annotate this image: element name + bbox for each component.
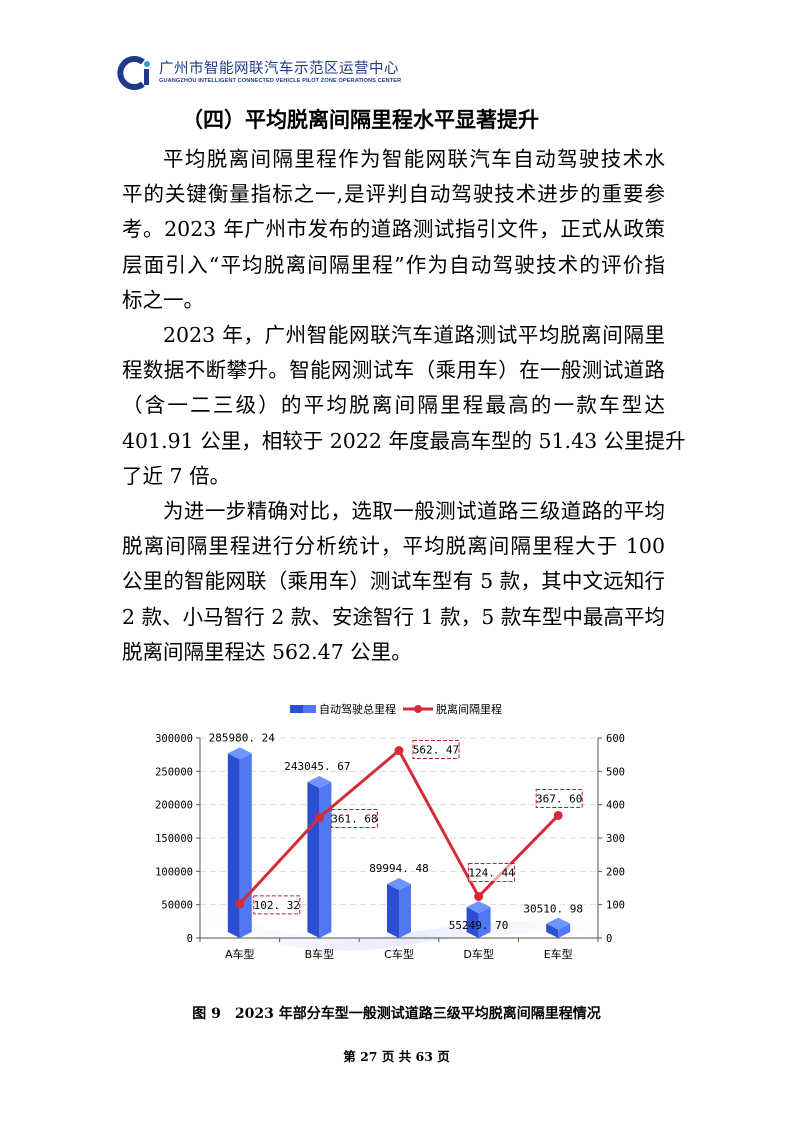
right-axis-tick-label: 400 [606, 800, 625, 812]
text-line: 2 款、小马智行 2 款、安途智行 1 款，5 款车型中最高平均 [122, 604, 665, 629]
bar-left-face [387, 884, 399, 938]
bar-value-label: 243045. 67 [284, 760, 350, 773]
x-axis-category-label: E车型 [544, 947, 573, 961]
left-axis-tick-label: 300000 [155, 733, 193, 745]
line-value-label: 361. 68 [331, 812, 377, 825]
x-axis-category-label: C车型 [384, 947, 414, 961]
paragraph: 平均脱离间隔里程作为智能网联汽车自动驾驶技术水平的关键衡量指标之一,是评判自动驾… [122, 142, 665, 318]
x-axis-category-label: B车型 [305, 947, 335, 961]
chart: 0 50000 100000 150000 200000 250000 300000 0 100… [155, 702, 625, 961]
text-line: 脱离间隔里程进行分析统计，平均脱离间隔里程大于 100 [122, 534, 665, 559]
line-value-label: 562. 47 [413, 744, 459, 757]
text-line: 2023 年，广州智能网联汽车道路测试平均脱离间隔里 [163, 323, 665, 348]
bar-value-label: 89994. 48 [369, 862, 429, 875]
logo-english-name: GUANGZHOU INTELLIGENT CONNECTED VEHICLE … [159, 78, 402, 84]
left-axis-tick-label: 200000 [155, 800, 193, 812]
legend-bar-swatch [290, 705, 303, 713]
text-line: 为进一步精确对比，选取一般测试道路三级道路的平均 [163, 499, 665, 524]
line-label-box [330, 808, 378, 828]
line-label-box [535, 788, 583, 808]
bar-right-face [558, 923, 571, 938]
text-line: 401.91 公里，相较于 2022 年度最高车型的 51.43 公里提升 [122, 428, 686, 453]
page-number: 第 27 页 共 63 页 [343, 1049, 450, 1064]
figure-caption: 图 9 2023 年部分车型一般测试道路三级平均脱离间隔里程情况 [192, 1006, 601, 1022]
logo: 广州市智能网联汽车示范区运营中心 GUANGZHOU INTELLIGENT C… [117, 56, 401, 90]
text-line: 考。2023 年广州市发布的道路测试指引文件，正式从政策 [122, 217, 665, 242]
body-text: 平均脱离间隔里程作为智能网联汽车自动驾驶技术水平的关键衡量指标之一,是评判自动驾… [122, 142, 686, 670]
text-line: （含一二三级）的平均脱离间隔里程最高的一款车型达 [122, 393, 665, 418]
line-label-box [253, 895, 301, 915]
line-label-box [412, 740, 460, 760]
bar-right-face [399, 884, 411, 938]
bar-left-face [466, 907, 479, 938]
line-data-point [553, 810, 563, 820]
text-line: 程数据不断攀升。智能网测试车（乘用车）在一般测试道路 [122, 358, 665, 383]
text-line: 公里的智能网联（乘用车）测试车型有 5 款，其中文远知行 [122, 569, 665, 594]
bar-top-face [387, 878, 411, 891]
bar-right-face [239, 753, 252, 938]
line-data-point [474, 892, 484, 902]
bar-value-label: 285980. 24 [209, 731, 276, 744]
bar-right-face [319, 781, 332, 938]
legend-bar-label: 自动驾驶总里程 [319, 702, 396, 716]
x-axis-category-label: D车型 [463, 947, 493, 961]
bar-top-face [307, 775, 332, 788]
text-line: 平均脱离间隔里程作为智能网联汽车自动驾驶技术水 [163, 147, 665, 171]
legend-line-marker [414, 705, 422, 713]
right-axis-tick-label: 300 [606, 833, 625, 845]
line-value-label: 124. 44 [468, 867, 515, 880]
left-axis-tick-label: 250000 [155, 766, 193, 778]
left-axis-tick-label: 0 [187, 933, 193, 945]
right-axis-tick-label: 600 [606, 733, 625, 745]
line-label-box [468, 863, 516, 883]
bar-value-label: 30510. 98 [523, 903, 583, 916]
paragraph: 为进一步精确对比，选取一般测试道路三级道路的平均脱离间隔里程进行分析统计，平均脱… [122, 494, 665, 670]
logo-icon [117, 56, 150, 90]
line-value-label: 367. 60 [536, 792, 582, 805]
x-axis-category-label: A车型 [225, 947, 255, 961]
right-axis-tick-label: 100 [606, 900, 625, 912]
left-axis-tick-label: 50000 [161, 900, 193, 912]
bar-left-face [546, 923, 559, 938]
bar-left-face [307, 781, 320, 938]
bar-value-label: 55249. 70 [449, 919, 509, 932]
bar-right-face [478, 907, 491, 938]
right-axis-tick-label: 200 [606, 866, 625, 878]
chart-shadow-decoration [202, 907, 601, 951]
line-data-point [235, 899, 245, 909]
bar-top-face [227, 747, 252, 760]
section-heading: （四）平均脱离间隔里程水平显著提升 [182, 108, 539, 132]
left-axis-tick-label: 100000 [155, 866, 193, 878]
right-axis-tick-label: 500 [606, 766, 625, 778]
paragraph: 2023 年，广州智能网联汽车道路测试平均脱离间隔里程数据不断攀升。智能网测试车… [122, 318, 686, 494]
bar-top-face [546, 917, 571, 930]
line-data-point [394, 746, 404, 756]
text-line: 脱离间隔里程达 562.47 公里。 [122, 639, 412, 664]
text-line: 标之一。 [122, 287, 204, 312]
line-data-point [314, 812, 324, 822]
text-line: 了近 7 倍。 [122, 463, 231, 488]
legend-bar-swatch-light [303, 705, 316, 713]
text-line: 层面引入“平均脱离间隔里程”作为自动驾驶技术的评价指 [122, 252, 665, 277]
text-line: 平的关键衡量指标之一,是评判自动驾驶技术进步的重要参 [122, 182, 665, 207]
bar-left-face [227, 753, 240, 938]
left-axis-tick-label: 150000 [155, 833, 193, 845]
bar-top-face [466, 901, 491, 914]
logo-chinese-name: 广州市智能网联汽车示范区运营中心 [159, 61, 399, 77]
legend-line-label: 脱离间隔里程 [436, 702, 502, 716]
line-value-label: 102. 32 [254, 899, 300, 912]
right-axis-tick-label: 0 [606, 933, 612, 945]
